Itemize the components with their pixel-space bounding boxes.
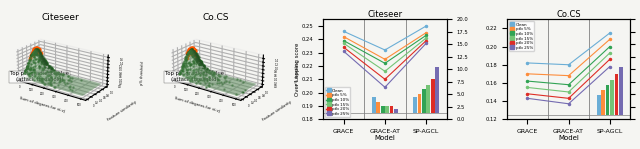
Bar bbox=[610, 80, 614, 115]
Bar bbox=[422, 89, 426, 112]
Bar bbox=[597, 95, 600, 115]
Bar bbox=[614, 74, 618, 115]
Title: Citeseer: Citeseer bbox=[367, 10, 403, 19]
X-axis label: Model: Model bbox=[558, 135, 579, 141]
X-axis label: Sum of degrees for vi,vj: Sum of degrees for vi,vj bbox=[19, 97, 65, 114]
Bar bbox=[385, 106, 389, 112]
Legend: Clean, ptb 5%, ptb 10%, ptb 15%, ptb 20%, ptb 25%: Clean, ptb 5%, ptb 10%, ptb 15%, ptb 20%… bbox=[325, 87, 350, 117]
Bar bbox=[431, 79, 435, 112]
Legend: Clean, ptb 5%, ptb 10%, ptb 15%, ptb 20%, ptb 25%: Clean, ptb 5%, ptb 10%, ptb 15%, ptb 20%… bbox=[509, 21, 534, 51]
Bar bbox=[390, 106, 394, 112]
Y-axis label: Feature similarity: Feature similarity bbox=[106, 100, 137, 122]
Title: Citeseer: Citeseer bbox=[42, 13, 79, 22]
Bar bbox=[601, 90, 605, 115]
Text: Top p% gradient value
(attack threshold): Top p% gradient value (attack threshold) bbox=[10, 72, 69, 82]
X-axis label: Model: Model bbox=[374, 135, 396, 141]
Bar bbox=[417, 94, 421, 112]
Bar bbox=[435, 67, 439, 112]
Bar bbox=[381, 106, 385, 112]
X-axis label: Sum of degrees for vi,vj: Sum of degrees for vi,vj bbox=[174, 97, 220, 114]
Bar bbox=[619, 67, 623, 115]
Bar bbox=[605, 85, 609, 115]
Bar bbox=[426, 85, 430, 112]
Y-axis label: Feature similarity: Feature similarity bbox=[262, 100, 292, 122]
Bar bbox=[376, 102, 380, 112]
Bar bbox=[413, 97, 417, 112]
Bar bbox=[372, 97, 376, 112]
Title: Co.CS: Co.CS bbox=[556, 10, 581, 19]
Bar bbox=[394, 109, 398, 112]
Y-axis label: Over Lapping score: Over Lapping score bbox=[295, 43, 300, 96]
Title: Co.CS: Co.CS bbox=[202, 13, 228, 22]
Text: Top p% gradient value
(attack threshold): Top p% gradient value (attack threshold) bbox=[165, 72, 224, 82]
